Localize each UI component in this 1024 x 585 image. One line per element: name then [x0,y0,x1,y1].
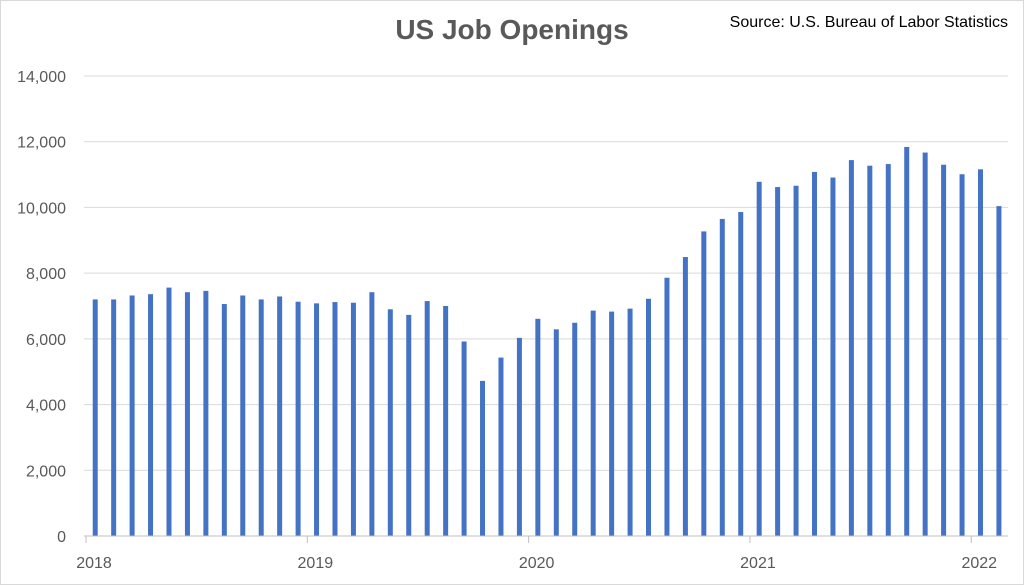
bars [92,146,1002,537]
chart-source: Source: U.S. Bureau of Labor Statistics [729,14,1008,31]
x-axis-labels: 2018 2019 2020 2021 2022 [76,555,997,572]
bar [461,341,467,536]
bar [350,302,356,536]
bar [848,160,854,537]
bar [148,294,154,536]
bar [646,298,652,536]
bar [387,309,393,536]
bar [756,181,762,537]
y-tick-label: 10,000 [17,200,66,217]
x-tick-label: 2020 [519,555,555,572]
bar [129,295,135,536]
bar [941,164,947,536]
bar [553,329,559,536]
bar [221,304,227,536]
bar [203,290,209,536]
bar [885,164,891,536]
bar [406,314,412,536]
bar [590,310,596,536]
y-axis-labels: 0 2,000 4,000 6,000 8,000 10,000 12,000 14,000 [17,69,66,546]
bar [516,337,522,536]
bar [738,212,744,536]
bar [443,306,449,536]
bar [719,218,725,536]
bar [812,171,817,536]
bar [535,318,541,536]
x-tick-label: 2022 [961,555,997,572]
bar [572,322,578,536]
x-tick-label: 2019 [298,555,334,572]
y-tick-label: 2,000 [26,463,66,480]
chart-title: US Job Openings [395,14,629,45]
bar [424,301,430,536]
bar [830,177,836,536]
bar [904,146,910,536]
bar [977,169,983,536]
bar [184,292,190,536]
bar [682,257,688,536]
bar [258,299,264,536]
y-tick-label: 8,000 [26,266,66,283]
bar [498,357,504,536]
x-axis [84,535,1008,543]
gridlines [84,75,1008,471]
bar [996,206,1002,537]
bar [314,303,320,536]
bar [295,301,301,536]
bar [775,187,781,536]
y-tick-label: 4,000 [26,398,66,415]
bar [332,302,338,536]
x-tick-label: 2021 [740,555,776,572]
y-tick-label: 0 [57,529,66,546]
bar [867,165,873,536]
y-tick-label: 12,000 [17,135,66,152]
bar [166,287,172,536]
bar [277,296,283,536]
bar [664,277,670,536]
bar [701,231,707,536]
bar [240,295,246,536]
bar [793,185,799,537]
y-tick-label: 14,000 [17,69,66,86]
bar [922,152,928,536]
bar [92,299,98,536]
bar [609,311,615,536]
y-tick-label: 6,000 [26,332,66,349]
bar [369,292,375,536]
x-tick-label: 2018 [76,555,112,572]
bar [480,380,486,536]
bar [627,308,633,536]
bar [111,299,117,536]
bar [959,174,965,537]
